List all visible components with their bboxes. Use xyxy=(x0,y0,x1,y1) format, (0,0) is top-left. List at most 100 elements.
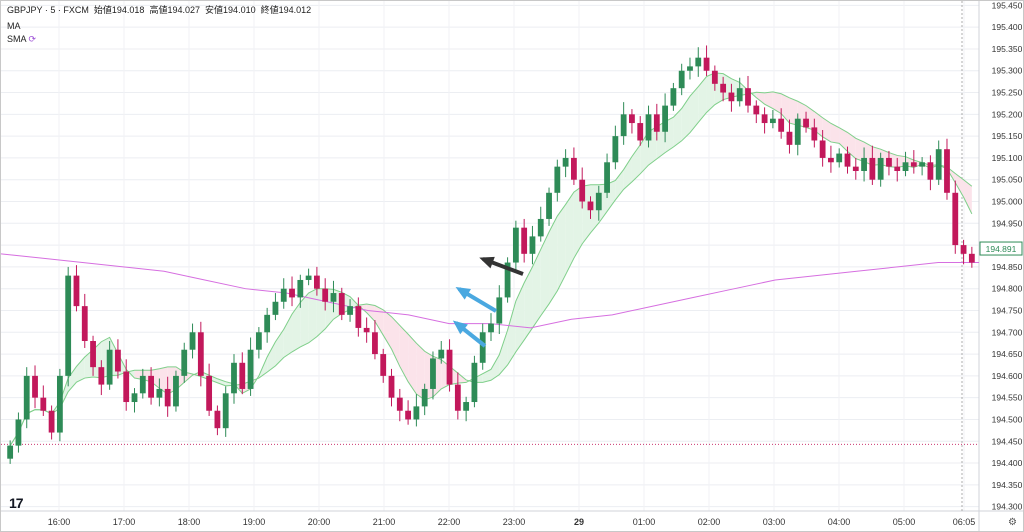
candle-body xyxy=(347,306,353,315)
candle-body xyxy=(595,192,602,211)
candle-body xyxy=(886,157,892,167)
candle-body xyxy=(612,136,619,163)
candle-body xyxy=(587,201,594,211)
candle-body xyxy=(396,397,403,411)
candle-body xyxy=(98,367,105,385)
candle-body xyxy=(736,88,743,102)
sma-label: SMA xyxy=(7,34,27,44)
ma-legend[interactable]: MA xyxy=(7,20,21,32)
candle-body xyxy=(380,354,387,376)
candle-body xyxy=(604,162,610,193)
x-tick-label: 29 xyxy=(574,517,584,527)
candle-body xyxy=(272,301,279,315)
ma-cloud-segment xyxy=(126,369,135,379)
candle-body xyxy=(305,275,312,280)
ma-cloud-segment xyxy=(822,117,831,142)
loading-icon: ⟳ xyxy=(28,34,37,44)
ma-cloud-segment xyxy=(416,343,425,400)
candle-body xyxy=(902,162,909,171)
candle-body xyxy=(56,375,63,433)
candle-body xyxy=(894,166,901,171)
candle-body xyxy=(65,275,72,376)
ma-cloud-segment xyxy=(615,169,624,200)
ma-cloud-segment xyxy=(151,368,160,389)
ma-cloud-segment xyxy=(789,97,798,126)
ma-cloud-segment xyxy=(963,179,972,214)
ma-cloud-segment xyxy=(507,301,516,365)
x-tick-label: 23:00 xyxy=(503,517,526,527)
candle-body xyxy=(239,362,246,389)
candle-body xyxy=(73,275,80,307)
candle-body xyxy=(745,88,751,106)
close-value: 194.012 xyxy=(278,5,312,15)
y-tick-label: 194.650 xyxy=(992,349,1023,359)
candle-body xyxy=(968,253,975,263)
candle-body xyxy=(728,92,735,102)
ma-cloud-segment xyxy=(623,156,632,190)
ma-cloud-segment xyxy=(772,91,782,114)
candle-body xyxy=(115,349,121,372)
candle-body xyxy=(106,349,113,385)
candle-body xyxy=(753,105,760,115)
candle-body xyxy=(803,118,809,128)
close-label: 終値 xyxy=(260,5,279,15)
candle-body xyxy=(189,332,196,350)
ma-cloud-segment xyxy=(540,232,550,316)
candle-body xyxy=(836,153,843,163)
ma-cloud-segment xyxy=(366,303,375,322)
candle-body xyxy=(313,275,320,289)
candle-body xyxy=(446,349,453,385)
candle-body xyxy=(546,192,552,219)
candle-body xyxy=(927,162,934,180)
sma-legend[interactable]: SMA ⟳ xyxy=(7,33,36,45)
candle-body xyxy=(139,375,146,394)
x-tick-label: 21:00 xyxy=(373,517,396,527)
y-tick-label: 194.850 xyxy=(992,262,1023,272)
candle-body xyxy=(629,114,635,124)
ma-cloud-segment xyxy=(68,366,77,392)
y-tick-label: 195.200 xyxy=(992,109,1023,119)
x-tick-label: 02:00 xyxy=(698,517,721,527)
x-tick-label: 05:00 xyxy=(893,517,916,527)
candle-body xyxy=(330,293,337,302)
x-tick-label: 18:00 xyxy=(178,517,201,527)
candle-body xyxy=(363,327,370,333)
ma-cloud-segment xyxy=(399,325,409,382)
candle-body xyxy=(869,157,876,180)
candle-body xyxy=(405,410,411,420)
ma-label: MA xyxy=(7,21,21,31)
candle-body xyxy=(421,388,428,407)
candle-body xyxy=(645,114,652,141)
candle-body xyxy=(297,279,304,298)
candle-body xyxy=(504,262,511,298)
ma-cloud-segment xyxy=(573,186,583,259)
ma-cloud-segment xyxy=(756,92,765,105)
y-tick-label: 194.950 xyxy=(992,218,1023,228)
candle-body xyxy=(413,406,420,420)
ma-cloud-segment xyxy=(391,316,400,367)
x-tick-label: 04:00 xyxy=(828,517,851,527)
candle-body xyxy=(935,149,942,180)
price-tag-box xyxy=(979,241,1023,256)
ma-cloud-segment xyxy=(689,86,699,133)
candle-body xyxy=(40,397,47,411)
ma-cloud-segment xyxy=(532,249,541,328)
candle-body xyxy=(280,288,287,302)
candle-body xyxy=(910,162,917,167)
candle-body xyxy=(231,362,237,394)
candle-body xyxy=(222,393,229,429)
tradingview-logo-icon: 17 xyxy=(9,495,24,511)
ma-cloud-segment xyxy=(673,108,682,148)
candle-body xyxy=(32,375,38,398)
candle-body xyxy=(463,402,470,411)
candle-body xyxy=(670,88,677,106)
ma-cloud-segment xyxy=(408,334,417,395)
ma-cloud-segment xyxy=(76,356,85,383)
y-tick-label: 194.450 xyxy=(992,436,1023,446)
candle-body xyxy=(877,157,884,180)
settings-icon[interactable]: ⚙ xyxy=(1008,517,1017,528)
candle-body xyxy=(156,388,163,398)
ma-cloud-segment xyxy=(499,330,508,375)
